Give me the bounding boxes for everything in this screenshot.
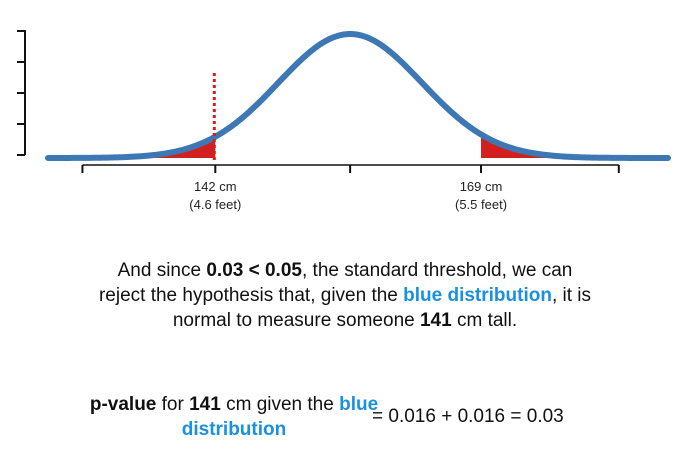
blue-distribution-curve <box>45 31 671 161</box>
p-value-description: p-value for 141 cm given the blue distri… <box>88 392 380 442</box>
height-value: 141 <box>419 310 452 331</box>
conclusion-paragraph: And since 0.03 < 0.05, the standard thre… <box>95 258 595 333</box>
pv-blue-distribution-highlight: blue distribution <box>181 394 379 440</box>
pv-height-value: 141 <box>189 394 221 415</box>
y-axis <box>17 30 26 156</box>
blue-distribution-highlight: blue distribution <box>403 285 552 306</box>
pv-text: for <box>156 394 190 415</box>
x-tick-sublabel: (5.5 feet) <box>455 197 507 212</box>
inequality-text: 0.03 < 0.05 <box>206 260 302 281</box>
x-axis <box>81 164 620 173</box>
x-tick-label: 169 cm <box>460 179 503 194</box>
upper-tail-area <box>481 134 590 158</box>
p-value-label: p-value <box>89 394 157 415</box>
pv-text: cm given the <box>220 394 340 415</box>
x-tick-sublabel: (4.6 feet) <box>189 197 241 212</box>
p-value-equation: = 0.016 + 0.016 = 0.03 <box>372 406 564 427</box>
para-text: cm tall. <box>451 310 518 331</box>
para-text: And since <box>117 260 207 281</box>
normal-distribution-plot: 142 cm (4.6 feet) 169 cm (5.5 feet) <box>17 30 671 212</box>
x-tick-label: 142 cm <box>194 179 237 194</box>
para-text: , the standard threshold, we can reject … <box>98 260 573 306</box>
lower-tail-area <box>126 136 216 158</box>
para-text: , it is normal to measure someone <box>172 285 592 331</box>
